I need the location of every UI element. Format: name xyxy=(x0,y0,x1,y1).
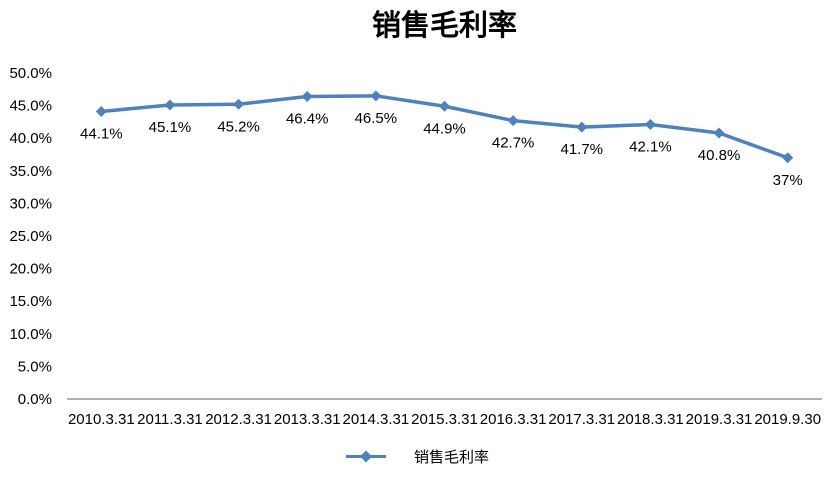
y-tick-label: 0.0% xyxy=(18,391,52,408)
data-label: 41.7% xyxy=(560,141,603,158)
y-tick-label: 25.0% xyxy=(9,228,52,245)
x-tick-label: 2017.3.31 xyxy=(548,411,615,428)
data-label: 45.2% xyxy=(217,118,260,135)
data-label: 42.1% xyxy=(629,139,672,156)
data-point-marker[interactable] xyxy=(95,105,107,117)
x-tick-label: 2011.3.31 xyxy=(137,411,203,428)
y-tick-label: 20.0% xyxy=(9,261,52,278)
y-tick-label: 40.0% xyxy=(9,130,52,147)
y-tick-label: 35.0% xyxy=(9,163,52,180)
x-tick-label: 2014.3.31 xyxy=(342,411,409,428)
x-tick-label: 2016.3.31 xyxy=(480,411,547,428)
chart-title: 销售毛利率 xyxy=(371,10,517,42)
data-point-marker[interactable] xyxy=(439,100,450,112)
y-tick-label: 15.0% xyxy=(9,293,52,310)
data-label: 44.1% xyxy=(80,125,123,142)
data-label: 46.5% xyxy=(355,110,398,127)
data-label: 46.4% xyxy=(286,110,329,127)
y-tick-label: 30.0% xyxy=(9,195,52,212)
x-tick-label: 2012.3.31 xyxy=(205,411,272,428)
legend[interactable]: 销售毛利率 xyxy=(345,447,490,466)
data-point-marker[interactable] xyxy=(576,121,588,133)
data-point-marker[interactable] xyxy=(370,90,382,102)
x-tick-label: 2015.3.31 xyxy=(411,411,478,428)
data-label: 37% xyxy=(773,172,803,189)
data-label: 44.9% xyxy=(423,120,466,137)
data-point-marker[interactable] xyxy=(301,90,313,102)
data-label: 42.7% xyxy=(492,135,535,152)
data-point-marker[interactable] xyxy=(644,119,656,131)
y-tick-label: 45.0% xyxy=(9,98,52,115)
data-point-marker[interactable] xyxy=(507,115,519,127)
data-label: 40.8% xyxy=(698,147,741,164)
legend-label: 销售毛利率 xyxy=(414,449,490,466)
x-tick-label: 2019.9.30 xyxy=(754,411,821,428)
y-tick-label: 10.0% xyxy=(9,326,52,343)
x-tick-label: 2018.3.31 xyxy=(617,411,684,428)
x-tick-label: 2013.3.31 xyxy=(274,411,341,428)
y-tick-label: 50.0% xyxy=(9,65,52,82)
y-tick-label: 5.0% xyxy=(18,358,52,375)
data-point-marker[interactable] xyxy=(782,152,794,164)
x-tick-label: 2019.3.31 xyxy=(686,411,753,428)
x-tick-label: 2010.3.31 xyxy=(68,411,135,428)
data-point-marker[interactable] xyxy=(713,127,725,139)
data-point-marker[interactable] xyxy=(233,98,245,110)
data-point-marker[interactable] xyxy=(164,99,176,111)
data-label: 45.1% xyxy=(149,119,192,136)
legend-line-diamond-icon xyxy=(346,450,386,462)
